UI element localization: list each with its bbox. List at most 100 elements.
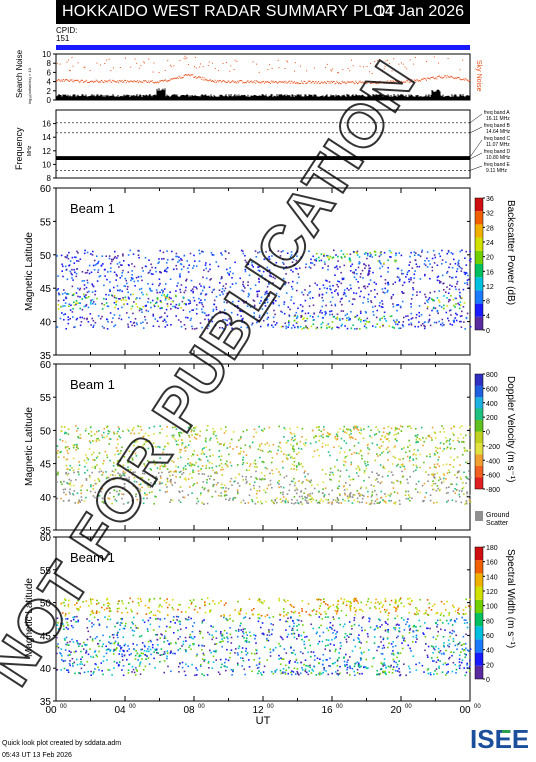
- sky-noise-point: [118, 82, 119, 83]
- echo-pixel: [122, 270, 124, 272]
- echo-pixel: [364, 461, 366, 463]
- colorbar-segment: [475, 224, 483, 237]
- echo-pixel: [379, 256, 381, 258]
- echo-pixel: [267, 488, 269, 490]
- echo-pixel: [421, 314, 423, 316]
- echo-pixel: [242, 464, 244, 466]
- echo-pixel: [249, 445, 251, 447]
- echo-pixel: [439, 280, 441, 282]
- echo-pixel: [67, 458, 69, 460]
- echo-pixel: [209, 286, 211, 288]
- echo-pixel: [95, 466, 97, 468]
- echo-pixel: [112, 295, 114, 297]
- echo-pixel: [96, 636, 98, 638]
- sky-noise-point: [124, 80, 125, 81]
- echo-pixel: [163, 294, 165, 296]
- echo-pixel: [369, 273, 371, 275]
- echo-pixel: [416, 439, 418, 441]
- echo-pixel: [185, 663, 187, 665]
- echo-pixel: [340, 470, 342, 472]
- echo-pixel: [105, 255, 107, 257]
- echo-pixel: [289, 484, 291, 486]
- echo-pixel: [403, 321, 405, 323]
- echo-pixel: [362, 302, 364, 304]
- echo-pixel: [347, 429, 349, 431]
- echo-pixel: [82, 271, 84, 273]
- echo-pixel: [436, 490, 438, 492]
- echo-pixel: [385, 611, 387, 613]
- echo-pixel: [420, 325, 422, 327]
- echo-pixel: [144, 316, 146, 318]
- colorbar-tick-label: 400: [486, 401, 498, 408]
- echo-pixel: [409, 476, 411, 478]
- sky-noise-point: [101, 80, 102, 81]
- echo-pixel: [348, 317, 350, 319]
- echo-pixel: [361, 502, 363, 504]
- echo-pixel: [450, 323, 452, 325]
- echo-pixel: [180, 292, 182, 294]
- sky-noise-point: [59, 64, 60, 65]
- echo-pixel: [257, 501, 259, 503]
- sky-noise-point: [321, 82, 322, 83]
- sky-noise-point: [169, 80, 170, 81]
- echo-pixel: [293, 440, 295, 442]
- echo-pixel: [365, 252, 367, 254]
- echo-pixel: [367, 496, 369, 498]
- sky-noise-point: [309, 81, 310, 82]
- echo-pixel: [370, 503, 372, 505]
- sky-noise-point: [465, 78, 466, 79]
- echo-pixel: [368, 477, 370, 479]
- echo-pixel: [319, 658, 321, 660]
- echo-pixel: [185, 280, 187, 282]
- echo-pixel: [303, 294, 305, 296]
- echo-pixel: [388, 325, 390, 327]
- echo-pixel: [121, 307, 123, 309]
- echo-pixel: [288, 320, 290, 322]
- echo-pixel: [102, 308, 104, 310]
- echo-pixel: [417, 491, 419, 493]
- echo-pixel: [372, 311, 374, 313]
- echo-pixel: [283, 668, 285, 670]
- echo-pixel: [183, 472, 185, 474]
- echo-pixel: [235, 497, 237, 499]
- sky-noise-point: [275, 81, 276, 82]
- echo-pixel: [429, 315, 431, 317]
- sky-noise-point: [221, 82, 222, 83]
- sky-noise-point: [301, 81, 302, 82]
- echo-pixel: [432, 258, 434, 260]
- sky-noise-point: [306, 70, 307, 71]
- echo-pixel: [279, 619, 281, 621]
- echo-pixel: [463, 441, 465, 443]
- echo-pixel: [261, 429, 263, 431]
- echo-pixel: [291, 456, 293, 458]
- echo-pixel: [331, 490, 333, 492]
- echo-pixel: [451, 286, 453, 288]
- echo-pixel: [188, 607, 190, 609]
- echo-pixel: [415, 435, 417, 437]
- echo-pixel: [276, 468, 278, 470]
- echo-pixel: [420, 492, 422, 494]
- sky-noise-point: [264, 83, 265, 84]
- echo-pixel: [88, 296, 90, 298]
- ground-scatter-label: Ground: [486, 512, 509, 519]
- echo-pixel: [344, 440, 346, 442]
- echo-pixel: [319, 500, 321, 502]
- sky-noise-point: [130, 81, 131, 82]
- echo-pixel: [318, 427, 320, 429]
- sky-noise-point: [166, 80, 167, 81]
- echo-pixel: [422, 437, 424, 439]
- echo-pixel: [60, 498, 62, 500]
- echo-pixel: [344, 489, 346, 491]
- echo-pixel: [183, 641, 185, 643]
- echo-pixel: [381, 435, 383, 437]
- echo-pixel: [216, 471, 218, 473]
- sky-noise-point: [167, 60, 168, 61]
- echo-pixel: [386, 433, 388, 435]
- echo-pixel: [360, 319, 362, 321]
- echo-pixel: [349, 434, 351, 436]
- echo-pixel: [443, 443, 445, 445]
- echo-pixel: [312, 297, 314, 299]
- sky-noise-point: [147, 82, 148, 83]
- echo-pixel: [93, 656, 95, 658]
- echo-pixel: [465, 274, 467, 276]
